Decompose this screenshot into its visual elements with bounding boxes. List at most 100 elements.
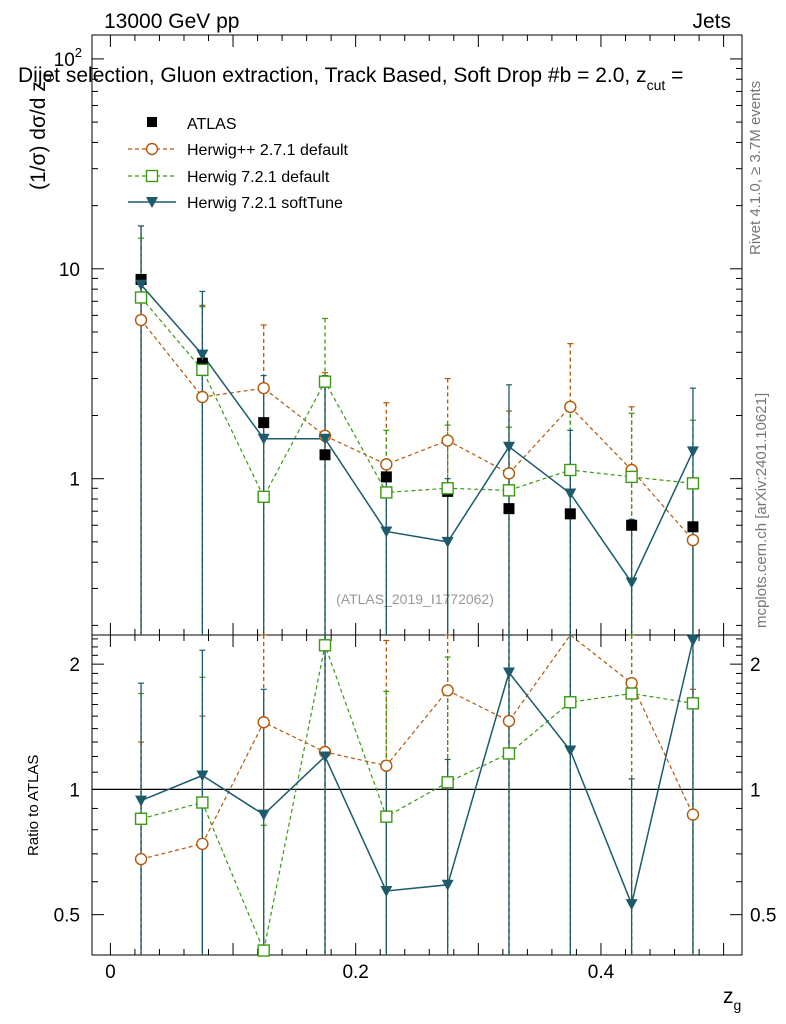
- softtune-point: [441, 879, 454, 891]
- herwigpp-point: [257, 716, 270, 729]
- main-herwigpp-line: [140, 319, 694, 541]
- plot-title-tail: =: [665, 64, 683, 87]
- herwig721-point: [686, 477, 700, 490]
- ratio-herwig721-line: [140, 643, 693, 953]
- header-left: 13000 GeV pp: [104, 10, 239, 33]
- main-ytick-label: 10: [59, 260, 80, 281]
- herwig721-point: [380, 810, 393, 823]
- herwig721-point: [134, 291, 148, 304]
- herwigpp-point: [502, 714, 516, 728]
- herwig721-point: [196, 363, 209, 377]
- softtune-point: [625, 899, 638, 911]
- softtune-point: [564, 745, 577, 757]
- legend-label-herwigpp: Herwig++ 2.7.1 default: [187, 142, 349, 159]
- herwig721-point: [380, 486, 393, 499]
- softtune-point: [319, 751, 332, 763]
- herwig721-point: [625, 687, 638, 700]
- atlas-point: [564, 508, 576, 520]
- herwigpp-point: [257, 381, 270, 395]
- header-right: Jets: [692, 10, 731, 33]
- softtune-point: [135, 795, 148, 807]
- herwigpp-point: [441, 684, 454, 697]
- legend-label-herwig721: Herwig 7.2.1 default: [187, 169, 330, 186]
- herwig721-point: [564, 463, 577, 477]
- herwig721-point: [441, 776, 454, 789]
- ratio-softtune-line: [140, 640, 694, 907]
- herwig721-point: [625, 470, 638, 484]
- herwig721-point: [134, 812, 148, 825]
- herwig721-point: [196, 796, 209, 809]
- softtune-point: [502, 441, 515, 453]
- legend-marker-softtune: [146, 197, 158, 208]
- herwig721-point: [564, 696, 577, 709]
- legend-entry-herwigpp: Herwig++ 2.7.1 default: [128, 142, 349, 159]
- legend-marker-atlas: [147, 117, 157, 127]
- herwigpp-point: [134, 852, 148, 866]
- herwigpp-point: [625, 676, 638, 690]
- legend-marker-herwigpp: [145, 142, 159, 156]
- herwigpp-point: [380, 759, 393, 772]
- xtick-label: 0.2: [342, 962, 368, 983]
- softtune-point: [564, 488, 577, 500]
- herwigpp-point: [134, 313, 148, 327]
- plot-title-main: Dijet selection, Gluon extraction, Track…: [18, 64, 647, 87]
- legend-entry-softtune: Herwig 7.2.1 softTune: [128, 195, 343, 212]
- softtune-point: [625, 577, 638, 589]
- softtune-point: [257, 433, 270, 445]
- softtune-point: [686, 635, 699, 647]
- main-ytick-label: 1: [69, 470, 80, 491]
- ratio-ylabel: Ratio to ATLAS: [25, 755, 42, 856]
- softtune-point: [502, 667, 515, 679]
- main-softtune-line: [140, 284, 694, 585]
- herwig721-point: [318, 375, 332, 388]
- ratio-herwigpp-line: [140, 634, 694, 860]
- legend: ATLAS Herwig++ 2.7.1 default Herwig 7.2.…: [128, 116, 349, 212]
- herwigpp-point: [196, 390, 209, 404]
- herwigpp-point: [564, 400, 577, 414]
- softtune-point: [257, 809, 270, 821]
- softtune-point: [380, 526, 393, 538]
- softtune-point: [686, 446, 699, 458]
- rivet-label: Rivet 4.1.0, ≥ 3.7M events: [747, 81, 764, 255]
- legend-label-atlas: ATLAS: [187, 116, 237, 133]
- atlas-point: [196, 357, 208, 369]
- softtune-point: [196, 349, 209, 361]
- atlas-point: [258, 417, 270, 429]
- herwig721-point: [686, 697, 700, 710]
- ratio-ytick-label: 1: [69, 780, 80, 801]
- softtune-point: [441, 536, 454, 548]
- softtune-point: [196, 770, 209, 782]
- herwig721-point: [502, 747, 516, 760]
- legend-marker-herwig721: [145, 169, 159, 183]
- analysis-watermark: (ATLAS_2019_I1772062): [336, 591, 494, 607]
- legend-entry-herwig721: Herwig 7.2.1 default: [128, 169, 330, 186]
- main-herwig721-line: [140, 297, 693, 499]
- ratio-ytick-label-right: 1: [750, 780, 761, 801]
- atlas-point: [626, 519, 638, 531]
- herwig721-point: [441, 482, 454, 495]
- ratio-ytick-label: 0.5: [54, 906, 80, 927]
- herwig721-point: [502, 484, 516, 497]
- herwigpp-point: [686, 808, 700, 821]
- softtune-point: [380, 885, 393, 897]
- ratio-ytick-label-right: 2: [750, 655, 761, 676]
- mcplots-label: mcplots.cern.ch [arXiv:2401.10621]: [753, 393, 770, 628]
- atlas-point: [135, 273, 147, 285]
- atlas-point: [687, 521, 699, 533]
- herwigpp-point: [441, 434, 454, 447]
- xtick-label: 0: [105, 962, 116, 983]
- plot-title: Dijet selection, Gluon extraction, Track…: [18, 64, 683, 93]
- softtune-point: [319, 433, 332, 445]
- herwigpp-point: [502, 467, 516, 480]
- herwigpp-point: [686, 533, 700, 547]
- atlas-point: [319, 449, 331, 461]
- herwig721-point: [257, 944, 270, 957]
- legend-label-softtune: Herwig 7.2.1 softTune: [187, 195, 343, 212]
- plot-title-sub: cut: [647, 77, 666, 93]
- softtune-point: [135, 279, 148, 291]
- data-layer: [134, 225, 700, 957]
- herwig721-point: [257, 490, 270, 503]
- legend-entry-atlas: ATLAS: [147, 116, 237, 133]
